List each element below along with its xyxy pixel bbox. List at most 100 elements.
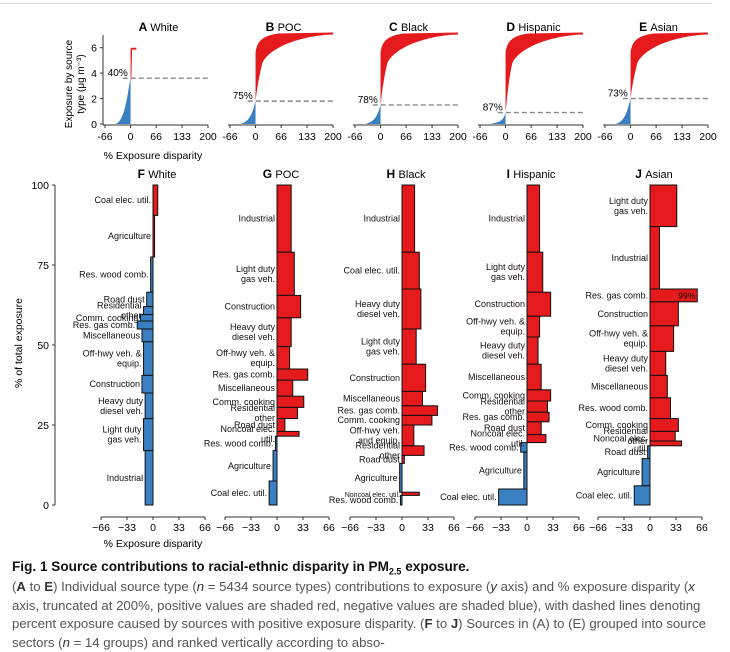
sector-bar (649, 430, 676, 442)
x-tick-label: −66 (341, 522, 359, 534)
x-tick-label: 66 (448, 522, 460, 534)
sector-label: Heavy duty diesel veh. (603, 353, 649, 373)
sector-label-line: Road dust (605, 447, 647, 457)
y-tick-label: 75 (37, 260, 49, 272)
sector-bar (139, 314, 154, 322)
sector-label-line: diesel veh. (357, 309, 400, 319)
sector-label-line: Coal elec. util. (440, 492, 497, 502)
x-tick-label: 0 (399, 522, 405, 534)
sector-bar (276, 317, 292, 348)
caption-body-part: axis, truncated at 200%, positive values… (12, 597, 701, 632)
sector-label: Res. wood comb. (79, 270, 149, 280)
x-tick-label: 200 (574, 131, 592, 143)
sector-label-line: Comm. cooking (462, 390, 525, 400)
sector-label: Off-hwy veh. & equip. (589, 329, 648, 349)
sector-label: Off-hwy veh. and equip. (350, 425, 400, 445)
sector-bar (401, 491, 420, 496)
sector-label: Construction (349, 373, 400, 383)
x-tick-label: 133 (423, 131, 441, 143)
sector-label: Miscellaneous (83, 330, 141, 340)
sector-label-line: Industrial (363, 214, 400, 224)
sector-bar (276, 251, 295, 296)
sector-label: Noncoal elec. util. (470, 429, 525, 449)
sector-label-line: Res. gas comb. (337, 406, 400, 416)
sector-label-line: Res. wood comb. (79, 270, 149, 280)
sector-bar (526, 363, 542, 391)
sector-label-line: Residential (97, 301, 142, 311)
sector-label-line: Light duty (361, 337, 401, 347)
panel-letter: C (389, 20, 401, 34)
sector-label-line: gas veh. (614, 206, 648, 216)
sector-label-line: Coal elec. util. (94, 195, 151, 205)
sector-label-line: equip. (250, 358, 275, 368)
sector-label-line: Noncoal elec. (470, 429, 525, 439)
sector-label: Industrial (363, 214, 400, 224)
panel-B: B POC 75% -66 0 66 133 200 (222, 20, 342, 143)
sector-label-line: and equip. (358, 435, 400, 445)
dashed-threshold-label: 87% (483, 103, 503, 114)
sector-label-line: gas veh. (241, 274, 275, 284)
panel-title-E: E Asian (639, 20, 678, 34)
sector-label-line: Noncoal elec. (220, 424, 275, 434)
caption-title: Fig. 1 Source contributions to racial-et… (12, 558, 718, 581)
sector-label-line: Agriculture (597, 467, 640, 477)
caption-body-part: = 5434 source types) contributions to ex… (204, 579, 491, 594)
panel-H: H Black Industrial Coal elec. util. Heavy d… (329, 167, 460, 534)
sector-label: Road dust (605, 447, 647, 457)
sector-label: Res. wood comb. (329, 495, 399, 505)
panel-letter: D (506, 20, 518, 34)
sector-label: Comm. cooking (212, 397, 275, 407)
sector-label: Residential other (97, 301, 142, 321)
panel-J: J Asian 99% Light duty gas veh. Industrial Re… (576, 167, 708, 534)
sector-label-line: Res. gas comb. (585, 290, 648, 300)
sector-label-line: Miscellaneous (83, 330, 141, 340)
bottom-y-axis-label: % of total exposure (13, 298, 25, 388)
sector-label-line: Light duty (609, 196, 649, 206)
sector-label: Residential other (355, 441, 400, 461)
sector-bar (523, 451, 528, 490)
panel-letter: A (139, 20, 151, 34)
x-tick-label: -66 (472, 131, 487, 143)
panel-group-name: Black (401, 22, 428, 34)
sector-label-line: Coal elec. util. (211, 488, 268, 498)
x-tick-label: 133 (298, 131, 316, 143)
sector-label-line: Res. wood comb. (204, 438, 274, 448)
x-tick-label: −33 (118, 522, 136, 534)
sector-label: Noncoal elec. util. (593, 433, 648, 453)
sector-bar (143, 418, 154, 452)
panel-letter: H (387, 167, 399, 181)
sector-bar (526, 315, 541, 338)
sector-label: Residential other (230, 403, 275, 423)
sector-bar (276, 368, 309, 381)
sector-label: Res. gas comb. (462, 412, 525, 422)
x-tick-label: 66 (199, 522, 211, 534)
sector-label-line: Road dust (104, 294, 146, 304)
panel-group-name: White (150, 22, 178, 34)
x-tick-label: -66 (597, 131, 612, 143)
sector-label-line: Off-hwy veh. (350, 425, 400, 435)
sector-label: Light duty gas veh. (361, 337, 401, 357)
sector-label-line: other (627, 436, 648, 446)
sector-label-line: Construction (474, 299, 525, 309)
sector-label-line: Heavy duty (230, 322, 276, 332)
sector-label: Miscellaneous (591, 382, 649, 392)
sector-label-line: Heavy duty (603, 353, 649, 363)
sector-label: Off-hwy veh. & equip. (216, 348, 275, 368)
panel-C: C Black 78% -66 0 66 133 200 (347, 20, 467, 143)
positive-area (505, 32, 583, 113)
sector-bar (276, 379, 294, 397)
sector-label-line: Res. wood comb. (329, 495, 399, 505)
sector-label: Agriculture (597, 467, 640, 477)
sector-label: Heavy duty diesel veh. (230, 322, 276, 342)
x-tick-label: −33 (367, 522, 385, 534)
sector-bar (401, 251, 420, 290)
bar-annotation: 99% (678, 290, 695, 300)
sector-label: Miscellaneous (218, 383, 276, 393)
sector-label: Comm. cooking (462, 390, 525, 400)
x-tick-label: 33 (670, 522, 682, 534)
sector-label-line: Residential (603, 426, 648, 436)
sector-bar (141, 374, 154, 394)
sector-bar (146, 291, 154, 308)
